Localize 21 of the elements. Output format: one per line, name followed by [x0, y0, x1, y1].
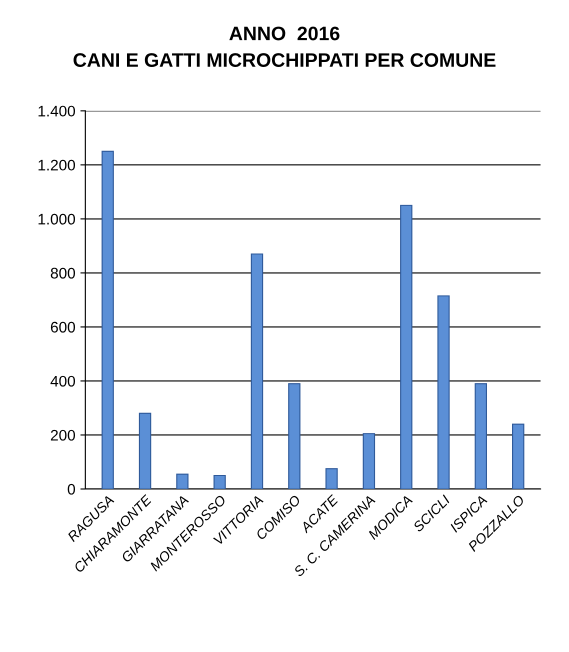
y-tick-label: 600: [50, 322, 76, 333]
bar: [474, 383, 488, 489]
y-tick-label: 1.000: [38, 214, 76, 225]
bar: [512, 424, 524, 489]
bar: [325, 468, 338, 489]
bar: [288, 383, 300, 489]
y-tick-label: 1.200: [38, 160, 76, 171]
bar: [437, 295, 450, 489]
y-tick-label: 200: [50, 430, 76, 441]
bar: [102, 150, 114, 489]
bar: [138, 412, 152, 489]
bar: [362, 433, 376, 489]
bar: [176, 474, 189, 489]
y-tick-label: 400: [50, 376, 76, 387]
y-tick-label: 0: [68, 484, 76, 495]
bar: [250, 253, 264, 489]
y-tick-label: 800: [50, 268, 76, 279]
y-tick-label: 1.400: [38, 106, 76, 117]
chart-title: ANNO 2016 CANI E GATTI MICROCHIPPATI PER COMUNE: [74, 26, 496, 67]
bar: [214, 474, 226, 489]
bar: [400, 204, 412, 489]
